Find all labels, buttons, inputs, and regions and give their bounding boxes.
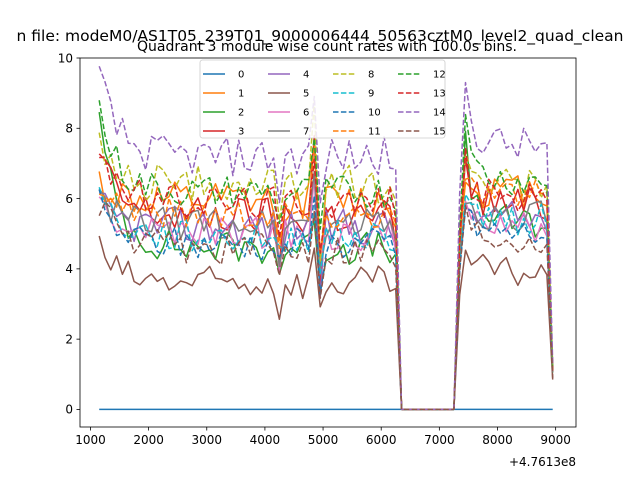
x-tick-label: 3000 xyxy=(191,433,222,447)
x-tick-label: 7000 xyxy=(424,433,455,447)
legend-label-15: 15 xyxy=(433,127,446,138)
legend-label-5: 5 xyxy=(303,89,309,100)
chart-title: Quadrant 3 module wise count rates with … xyxy=(137,39,517,55)
legend-label-13: 13 xyxy=(433,89,446,100)
legend-label-2: 2 xyxy=(238,108,244,119)
legend-label-6: 6 xyxy=(303,108,309,119)
legend-label-7: 7 xyxy=(303,127,309,138)
legend-label-10: 10 xyxy=(368,108,381,119)
legend-label-12: 12 xyxy=(433,70,446,81)
y-tick-label: 4 xyxy=(65,262,73,276)
legend-label-9: 9 xyxy=(368,89,374,100)
legend-label-3: 3 xyxy=(238,127,244,138)
legend-label-0: 0 xyxy=(238,70,244,81)
legend-label-14: 14 xyxy=(433,108,446,119)
legend-label-11: 11 xyxy=(368,127,381,138)
x-tick-label: 2000 xyxy=(133,433,164,447)
x-tick-label: 9000 xyxy=(540,433,571,447)
legend-label-1: 1 xyxy=(238,89,244,100)
y-tick-label: 6 xyxy=(65,192,73,206)
y-tick-label: 8 xyxy=(65,122,73,136)
legend-label-4: 4 xyxy=(303,70,309,81)
plot-area: 1000 2000 3000 4000 5000 6000 7000 8000 9000 0 2 4 6… xyxy=(58,51,576,447)
x-tick-label: 6000 xyxy=(366,433,397,447)
chart: n file: modeM0/AS1T05_239T01_9000006444_… xyxy=(0,0,640,480)
y-tick-label: 0 xyxy=(65,403,73,417)
legend-box xyxy=(200,60,445,138)
x-offset-label: +4.7613e8 xyxy=(509,455,576,469)
x-tick-label: 4000 xyxy=(250,433,281,447)
y-tick-label: 2 xyxy=(65,332,73,346)
x-tick-label: 1000 xyxy=(75,433,106,447)
legend-label-8: 8 xyxy=(368,70,374,81)
y-tick-label: 10 xyxy=(58,51,73,65)
x-tick-label: 8000 xyxy=(482,433,513,447)
x-tick-label: 5000 xyxy=(308,433,339,447)
